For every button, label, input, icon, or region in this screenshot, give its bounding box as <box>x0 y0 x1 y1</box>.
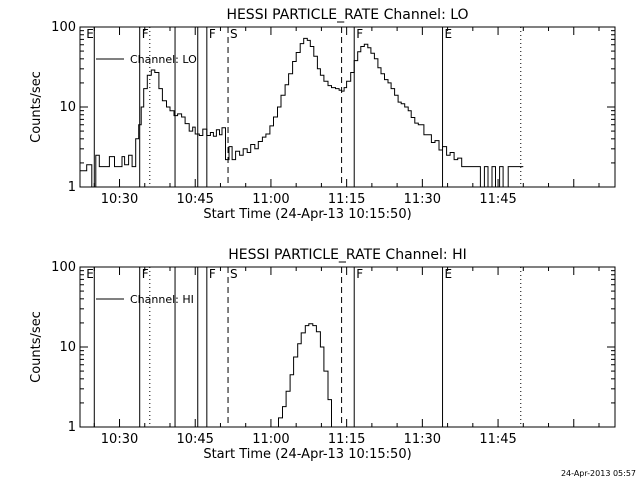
panel-1-series-line <box>80 37 524 188</box>
panel-1-x-axis-label: Start Time (24-Apr-13 10:15:50) <box>203 207 411 222</box>
panel-1-y-tick-label: 10 <box>59 100 76 115</box>
panel-2-y-axis-label: Counts/sec <box>29 311 44 383</box>
panel-2-axes-frame <box>79 266 616 428</box>
panel-1-y-axis-label: Counts/sec <box>29 71 44 143</box>
panel-2-x-axis-label: Start Time (24-Apr-13 10:15:50) <box>203 447 411 462</box>
panel-1-event-letter: F <box>209 27 216 41</box>
panel-1-axes-frame <box>79 26 616 188</box>
panel-2-y-tick-label: 10 <box>59 340 76 355</box>
panel-1-title: HESSI PARTICLE_RATE Channel: LO <box>226 7 468 23</box>
panel-2-event-letter: S <box>230 267 238 281</box>
panel-2-x-tick-label: 11:30 <box>404 432 441 447</box>
panel-1-x-tick-label: 11:15 <box>328 192 365 207</box>
panel-2-event-letter: F <box>209 267 216 281</box>
panel-2-legend-label: Channel: HI <box>130 293 194 306</box>
panel-2-event-letter: F <box>356 267 363 281</box>
panel-2-event-letter: E <box>86 267 94 281</box>
panel-1-event-letter: F <box>142 27 149 41</box>
panel-2-y-tick-label: 1 <box>68 420 76 435</box>
panel-1-legend-label: Channel: LO <box>130 53 197 66</box>
panel-1-x-tick-label: 11:30 <box>404 192 441 207</box>
panel-2-title: HESSI PARTICLE_RATE Channel: HI <box>228 247 466 263</box>
panel-2-series-line <box>275 323 332 428</box>
panel-1-x-tick-label: 11:00 <box>252 192 289 207</box>
panel-1-event-letter: S <box>230 27 238 41</box>
panel-2-event-letter: F <box>142 267 149 281</box>
timestamp-label: 24-Apr-2013 05:57 <box>560 469 636 478</box>
panel-2-x-tick-label: 11:00 <box>252 432 289 447</box>
panel-2-x-tick-label: 11:45 <box>479 432 516 447</box>
panel-1-y-tick-label: 1 <box>68 180 76 195</box>
panel-1-event-letter: F <box>356 27 363 41</box>
panel-1-x-tick-label: 10:45 <box>176 192 213 207</box>
panel-2-event-letter: E <box>445 267 453 281</box>
panel-1-x-tick-label: 11:45 <box>479 192 516 207</box>
panel-2-y-tick-label: 100 <box>51 260 76 275</box>
panel-2-x-tick-label: 11:15 <box>328 432 365 447</box>
panel-1-event-letter: E <box>86 27 94 41</box>
panel-1-event-letter: E <box>445 27 453 41</box>
panel-2-x-tick-label: 10:30 <box>101 432 138 447</box>
panel-1-y-tick-label: 100 <box>51 20 76 35</box>
panel-2-x-tick-label: 10:45 <box>176 432 213 447</box>
panel-1-x-tick-label: 10:30 <box>101 192 138 207</box>
